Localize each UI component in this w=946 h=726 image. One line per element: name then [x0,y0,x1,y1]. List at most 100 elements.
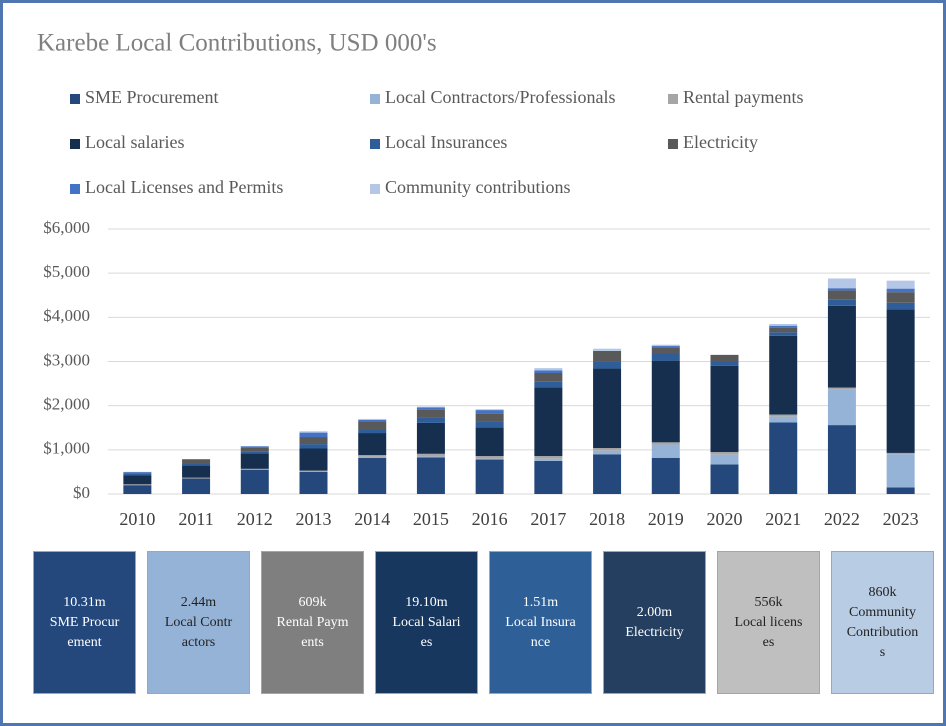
bar-segment [182,465,211,478]
bar-segment [534,458,563,461]
summary-value: 556k [754,594,783,610]
chart: Karebe Local Contributions, USD 000's SM… [37,30,930,529]
summary-box: 10.31m SME Procurement [33,551,136,694]
bar-segment [769,416,798,423]
bar-segment [710,365,739,453]
bar-segment [475,456,504,459]
bar-segment [240,453,269,469]
bar-segment [416,406,445,408]
y-tick-label: $5,000 [43,262,90,281]
bar-segment [299,448,328,471]
legend-swatch [70,94,80,104]
legend-label: Community contributions [385,177,571,197]
legend-swatch [370,94,380,104]
summary-label: Local Salaries [392,614,461,650]
bar-segment [827,389,856,426]
y-tick-label: $1,000 [43,439,90,458]
summary-label: Local licenses [734,614,803,650]
legend-swatch [370,139,380,149]
bar-segment [123,475,152,485]
summary-box: 2.44m Local Contractors [147,551,250,694]
chart-title: Karebe Local Contributions, USD 000's [37,30,437,57]
bar-segment [416,456,445,458]
x-tick-label: 2011 [178,509,213,529]
bar-segment [299,431,328,433]
bar-segment [358,418,387,420]
bar-segment [710,454,739,465]
bar-segment [416,453,445,457]
bar-segment [416,422,445,454]
bar-segment [358,419,387,422]
bar-segment [710,361,739,366]
bar-segment [651,442,680,445]
bar-segment [769,327,798,333]
bar-segment [651,360,680,443]
x-tick-label: 2019 [648,509,684,529]
bar-segment [358,421,387,430]
x-tick-label: 2018 [589,509,625,529]
bar-segment [299,432,328,438]
bar-segment [182,477,211,479]
x-tick-label: 2022 [824,509,860,529]
y-tick-label: $6,000 [43,218,90,237]
summary-value: 2.44m [180,594,217,610]
bar-segment [182,463,211,466]
bar-segment [651,457,680,494]
bar-segment [299,444,328,449]
bar-segment [475,427,504,457]
bar-segment [240,447,269,452]
bar-segment [651,353,680,361]
bar-segment [593,368,622,449]
bar-segment [593,361,622,369]
bar-segment [769,332,798,336]
x-tick-label: 2013 [296,509,332,529]
summary-box: 556k Local licenses [717,551,820,694]
bar-segment [182,459,211,460]
bar-segment [416,409,445,418]
summary-label: Electricity [625,624,684,640]
bar-segment [827,299,856,306]
bar-segment [593,450,622,455]
bar-segment [416,407,445,410]
bar-segment [534,370,563,373]
x-tick-label: 2021 [765,509,801,529]
legend-label: Local Licenses and Permits [85,177,283,197]
bar-segment [299,470,328,472]
bar-segment [827,290,856,300]
bar-segment [710,452,739,455]
legend-swatch [668,94,678,104]
bar-segment [475,459,504,494]
bar-segment [769,325,798,328]
bar-segment [886,292,915,303]
legend-swatch [70,184,80,194]
bar-segment [358,457,387,494]
summary-value: 1.51m [522,594,559,610]
bar-segment [240,446,269,448]
bar-segment [240,468,269,470]
bar-segment [416,457,445,494]
bar-segment [358,455,387,457]
legend-label: Rental payments [683,87,803,107]
bar-segment [886,288,915,293]
summary-value: 860k [868,584,897,600]
summary-label: Community Contributions [846,604,919,660]
legend-label: SME Procurement [85,87,218,107]
bar-segment [475,409,504,411]
y-tick-label: $2,000 [43,395,90,414]
summary-box: 2.00m Electricity [603,551,706,694]
bar-segment [123,473,152,476]
legend-swatch [70,139,80,149]
bar-segment [475,458,504,460]
summary-label: SME Procurement [49,614,120,650]
summary-value: 2.00m [636,604,673,620]
bar-segment [710,354,739,362]
bar-segment [651,346,680,348]
bar-segment [593,454,622,494]
legend-label: Local Contractors/Professionals [385,87,615,107]
y-tick-label: $0 [73,483,90,502]
bar-segment [710,464,739,494]
bar-segment [886,280,915,289]
bar-segment [123,472,152,474]
bar-segment [182,478,211,494]
